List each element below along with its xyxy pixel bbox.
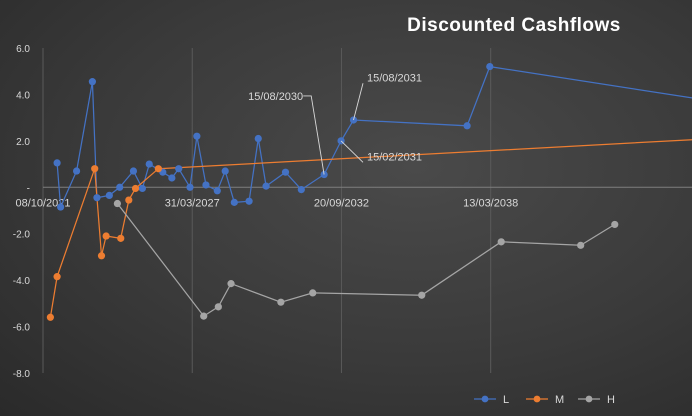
series-l-point-19: [245, 197, 253, 205]
series-h-point-8: [577, 241, 585, 249]
annotations: 15/08/2031 15/08/2030 15/02/2031: [248, 72, 422, 175]
series-m-point-2: [91, 165, 99, 173]
x-tick-label-2: 20/09/2032: [314, 197, 369, 209]
series-h-point-7: [497, 238, 505, 246]
series-l-point-5: [105, 191, 113, 200]
series-l-point-24: [320, 170, 328, 179]
series-m-point-4: [102, 232, 110, 240]
series-m-point-0: [46, 313, 54, 321]
series-m-line: [49, 139, 692, 318]
series-l-point-13: [186, 183, 194, 191]
series-m-point-7: [131, 184, 140, 193]
series-h-point-0: [113, 199, 121, 208]
y-tick-label-0: 6.0: [16, 44, 30, 55]
series-l-point-12: [175, 165, 183, 173]
y-tick-label-4: -2.0: [13, 230, 31, 241]
series-l-point-23: [297, 186, 305, 194]
series-l-point-18: [230, 198, 238, 206]
series-l-line: [56, 65, 692, 208]
annotation-leader-1: [303, 95, 325, 175]
series-m-point-8: [154, 165, 162, 173]
series-m-point-5: [117, 234, 125, 242]
legend-h-marker: [585, 395, 593, 403]
legend-m-marker: [533, 395, 541, 403]
annotation-label-1: 15/08/2030: [248, 91, 303, 103]
series-m-point-3: [97, 252, 106, 260]
series-l-point-2: [72, 167, 81, 175]
legend-h-label: H: [607, 394, 615, 406]
series-l-point-17: [221, 167, 229, 175]
y-tick-label-7: -8.0: [13, 369, 31, 380]
series-h-point-6: [418, 291, 426, 299]
series-l-point-0: [53, 159, 61, 167]
series-l-point-28: [486, 62, 494, 71]
series-l-point-4: [93, 194, 101, 202]
y-axis: 6.0 4.0 2.0 - -2.0 -4.0 -6.0 -8.0: [13, 44, 31, 380]
series-l-point-6: [116, 183, 124, 191]
annotation-leader-0: [353, 83, 364, 121]
series-h-point-5: [309, 289, 317, 297]
series-h-point-1: [200, 312, 208, 320]
y-tick-label-3: -: [27, 183, 30, 194]
series-h-point-9: [611, 220, 619, 229]
y-tick-label-5: -4.0: [13, 276, 31, 287]
annotation-leader-2: [340, 140, 364, 163]
series-l-point-11: [168, 174, 176, 182]
series-l-point-9: [145, 160, 153, 168]
series-l-point-3: [88, 78, 96, 86]
series-m-point-1: [53, 273, 61, 281]
series-l-point-14: [193, 132, 201, 140]
x-tick-label-1: 31/03/2027: [165, 197, 220, 209]
series-l-point-7: [129, 167, 138, 175]
x-tick-label-0: 08/10/2021: [15, 197, 70, 209]
series-l-point-22: [281, 168, 290, 176]
legend-l-label: L: [503, 394, 509, 406]
series-m-point-6: [125, 196, 133, 204]
x-tick-label-3: 13/03/2038: [463, 197, 518, 209]
series-l-point-15: [202, 181, 210, 189]
y-tick-label-1: 4.0: [16, 90, 30, 101]
series-markers: [46, 62, 619, 321]
annotation-label-2: 15/02/2031: [367, 151, 422, 163]
series-h-point-4: [277, 298, 285, 306]
y-tick-label-6: -6.0: [13, 323, 31, 334]
series-lines: [49, 65, 692, 318]
series-l-point-8: [138, 184, 146, 193]
series-h-line: [116, 203, 616, 317]
series-l-point-1: [57, 203, 65, 211]
x-axis-tick-labels: 08/10/2021 31/03/2027 20/09/2032 13/03/2038: [15, 197, 518, 209]
series-h-point-2: [214, 303, 222, 311]
chart-title: Discounted Cashflows: [407, 15, 621, 36]
annotation-label-0: 15/08/2031: [367, 72, 422, 84]
legend-m-label: M: [555, 394, 564, 406]
series-l-point-27: [463, 122, 471, 130]
series-l-point-20: [254, 134, 262, 143]
series-l-point-21: [262, 182, 270, 190]
y-tick-label-2: 2.0: [16, 137, 30, 148]
series-h-point-3: [227, 280, 235, 288]
series-l-point-16: [213, 187, 221, 195]
vertical-gridlines: [42, 48, 492, 373]
legend-l-marker: [481, 395, 489, 403]
